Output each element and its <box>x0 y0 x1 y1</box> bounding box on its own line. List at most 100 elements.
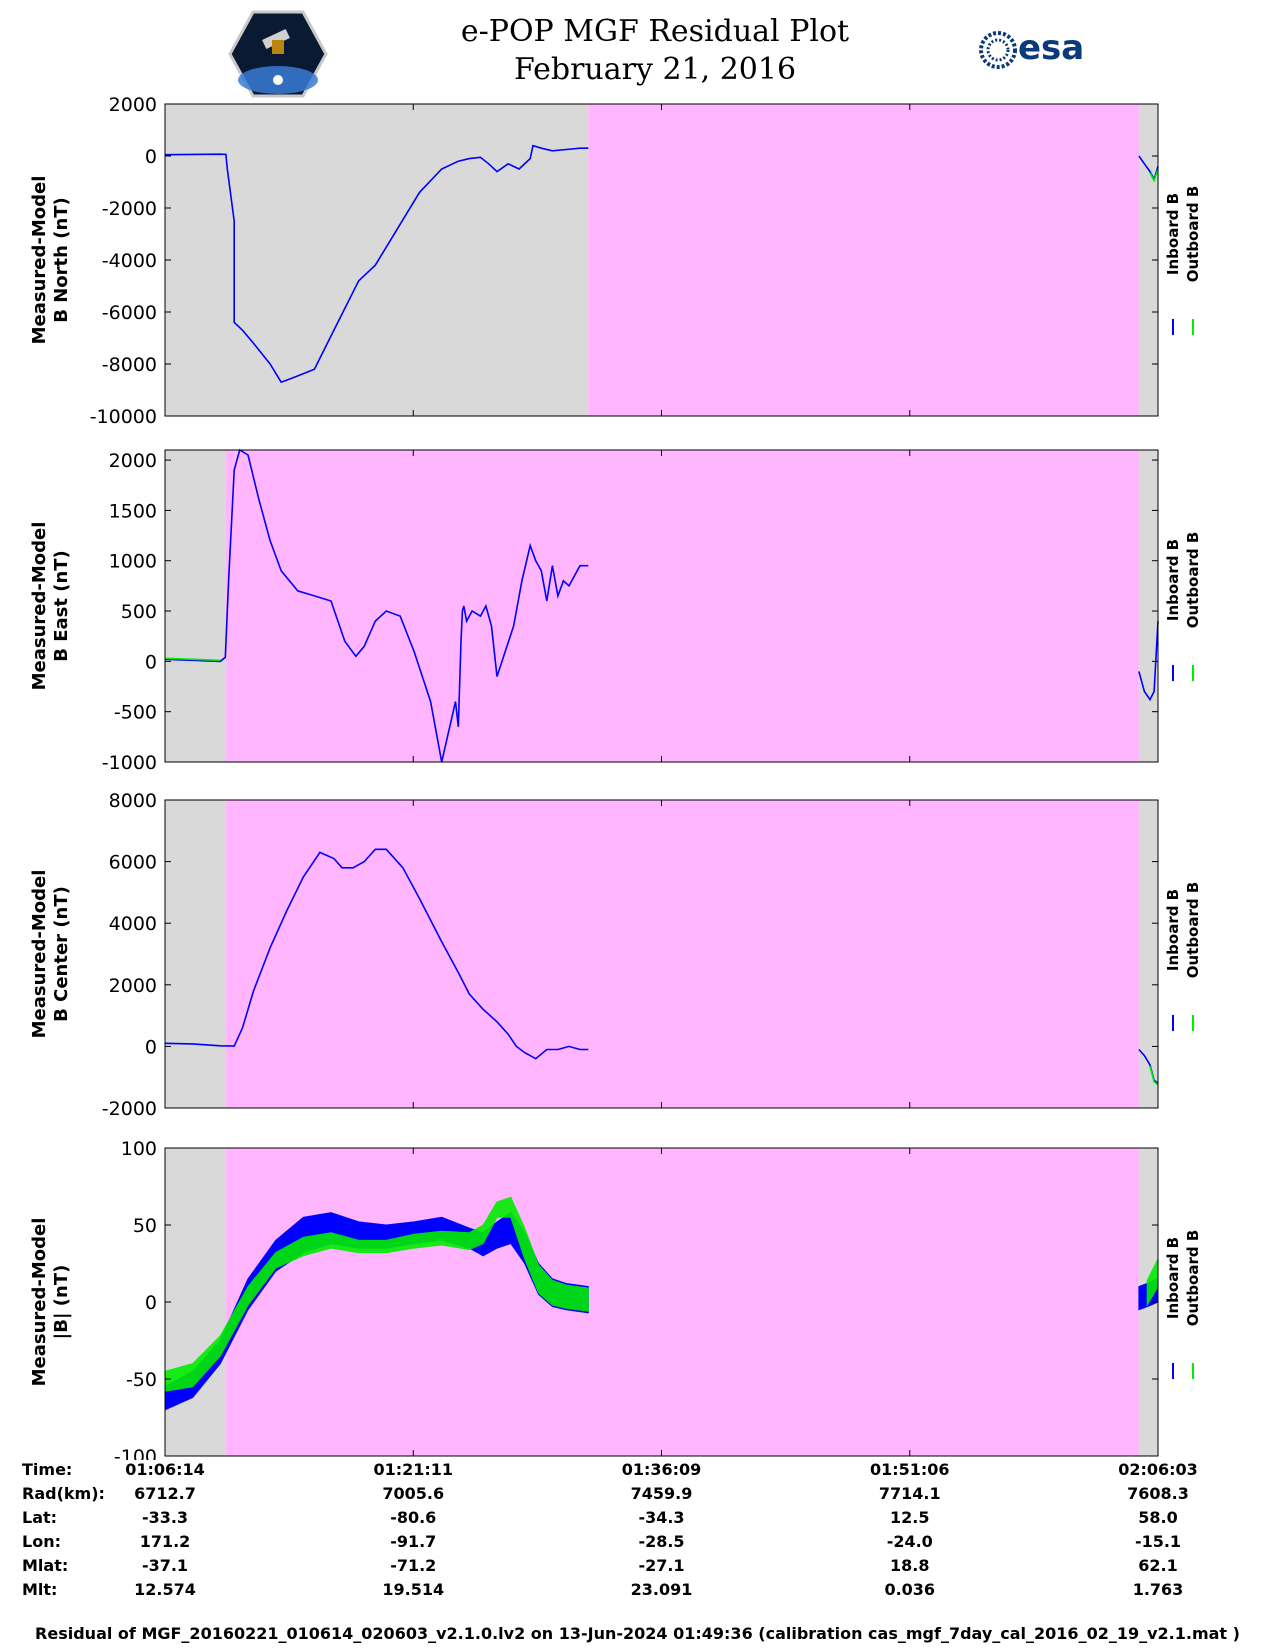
legend: Inboard B Outboard B <box>1164 882 1202 979</box>
y-tick-label: 8000 <box>109 790 157 812</box>
legend-entry-outboard: Outboard B <box>1184 882 1202 979</box>
table-cell: 12.5 <box>890 1508 930 1527</box>
esa-logo: esa <box>978 28 1098 70</box>
table-cell: -28.5 <box>638 1532 685 1551</box>
y-tick-label: -2000 <box>102 1098 157 1120</box>
background-region-grey <box>1138 800 1158 1108</box>
y-axis-label-line1: Measured-Model <box>29 522 50 691</box>
y-tick-label: 500 <box>121 601 157 623</box>
table-cell: 23.091 <box>630 1580 693 1599</box>
y-axis-label-line1: Measured-Model <box>29 1218 50 1387</box>
y-tick-label: 6000 <box>109 852 157 874</box>
y-tick-label: 0 <box>145 1036 157 1058</box>
legend: Inboard B Outboard B <box>1164 186 1202 283</box>
legend-entry-inboard: Inboard B <box>1164 193 1182 275</box>
y-tick-label: 2000 <box>109 975 157 997</box>
table-cell: -80.6 <box>390 1508 437 1527</box>
y-axis-label: Measured-ModelB East (nT) <box>29 522 72 691</box>
esa-logo-text: esa <box>1018 28 1085 68</box>
legend-entry-outboard: Outboard B <box>1184 1230 1202 1327</box>
y-tick-label: 4000 <box>109 913 157 935</box>
table-row-label: Rad(km): <box>22 1484 105 1503</box>
background-region-pink <box>225 1148 1139 1456</box>
legend-entry-inboard: Inboard B <box>1164 539 1182 621</box>
y-axis-label-line1: Measured-Model <box>29 176 50 345</box>
chart-date: February 21, 2016 <box>513 52 797 87</box>
legend-entry-outboard: Outboard B <box>1184 532 1202 629</box>
table-cell: -34.3 <box>638 1508 685 1527</box>
table-cell: 1.763 <box>1132 1580 1184 1599</box>
y-axis-label: Measured-Model|B| (nT) <box>29 1218 72 1387</box>
panel-1: 2000 0 -2000 -4000 -6000 -8000 -10000 Measured-… <box>29 94 1202 428</box>
y-tick-label: 2000 <box>109 94 157 116</box>
table-cell: 02:06:03 <box>1118 1460 1198 1479</box>
series-line-outboard <box>164 657 221 662</box>
y-tick-label: -50 <box>126 1369 157 1391</box>
y-tick-label: -6000 <box>102 302 157 324</box>
series-line-inboard <box>164 144 589 384</box>
table-cell: -27.1 <box>638 1556 685 1575</box>
panel-3: 8000 6000 4000 2000 0 -2000 Measured-ModelB Ce… <box>29 790 1202 1120</box>
y-tick-label: -10000 <box>90 406 157 428</box>
series-line-outboard <box>1149 168 1159 183</box>
series-line-inboard <box>1138 621 1159 702</box>
table-cell: -91.7 <box>390 1532 437 1551</box>
y-tick-label: 50 <box>133 1215 157 1237</box>
legend: Inboard B Outboard B <box>1164 532 1202 629</box>
background-region-pink <box>225 800 1139 1108</box>
background-region-grey <box>1138 104 1158 416</box>
table-row-label: Time: <box>22 1460 73 1479</box>
y-axis-label-line2: B East (nT) <box>51 550 72 662</box>
table-cell: -15.1 <box>1134 1532 1182 1551</box>
series-line-inboard <box>1138 1048 1159 1085</box>
background-region-grey <box>165 450 226 762</box>
background-region-pink <box>225 450 1139 762</box>
table-cell: 01:06:14 <box>125 1460 205 1479</box>
y-tick-label: -100 <box>114 1446 157 1460</box>
series-line-inboard <box>164 448 589 763</box>
y-tick-label: -4000 <box>102 250 157 272</box>
panel-2: 2000 1500 1000 500 0 -500 -1000 Measured-ModelB… <box>29 448 1202 774</box>
table-cell: 7714.1 <box>878 1484 941 1503</box>
y-tick-label: 0 <box>145 651 157 673</box>
legend: Inboard B Outboard B <box>1164 1230 1202 1327</box>
y-tick-label: -8000 <box>102 354 157 376</box>
series-band-outboard <box>164 1196 589 1392</box>
table-cell: 0.036 <box>884 1580 936 1599</box>
table-cell: 62.1 <box>1138 1556 1178 1575</box>
table-cell: 19.514 <box>382 1580 445 1599</box>
y-tick-label: 1500 <box>109 500 157 522</box>
table-cell: 58.0 <box>1138 1508 1178 1527</box>
legend-entry-inboard: Inboard B <box>1164 889 1182 971</box>
background-region-pink <box>588 104 1139 416</box>
panel-4: 100 50 0 -50 -100 Measured-Model|B| (nT) Inboa… <box>29 1138 1202 1460</box>
y-axis-label: Measured-ModelB Center (nT) <box>29 870 72 1039</box>
table-row-label: Lat: <box>22 1508 58 1527</box>
table-cell: -33.3 <box>141 1508 189 1527</box>
table-cell: -71.2 <box>390 1556 437 1575</box>
table-row-label: Mlat: <box>22 1556 69 1575</box>
background-region-grey <box>1138 450 1158 762</box>
y-axis-label-line1: Measured-Model <box>29 870 50 1039</box>
legend-entry-inboard: Inboard B <box>1164 1237 1182 1319</box>
y-axis-label: Measured-ModelB North (nT) <box>29 176 72 345</box>
table-cell: 7005.6 <box>382 1484 445 1503</box>
cassiope-logo <box>228 10 328 98</box>
table-cell: -37.1 <box>141 1556 189 1575</box>
y-tick-label: 0 <box>145 1292 157 1314</box>
y-tick-label: 1000 <box>109 551 157 573</box>
series-line-outboard <box>1149 1066 1159 1086</box>
table-cell: 12.574 <box>134 1580 196 1599</box>
x-axis-info-table: Time: Rad(km): Lat: Lon: Mlat: Mlt: 01:06:14 67… <box>0 1460 1275 1630</box>
legend-entry-outboard: Outboard B <box>1184 186 1202 283</box>
table-cell: 18.8 <box>890 1556 930 1575</box>
background-region-grey <box>165 104 589 416</box>
table-row-label: Lon: <box>22 1532 61 1551</box>
y-axis-label-line2: B North (nT) <box>51 197 72 323</box>
y-tick-label: 2000 <box>109 450 157 472</box>
chart-title: e-POP MGF Residual Plot <box>460 14 850 49</box>
table-cell: 01:36:09 <box>621 1460 702 1479</box>
y-axis-label-line2: B Center (nT) <box>51 886 72 1022</box>
table-row-label: Mlt: <box>22 1580 58 1599</box>
table-cell: -24.0 <box>886 1532 933 1551</box>
